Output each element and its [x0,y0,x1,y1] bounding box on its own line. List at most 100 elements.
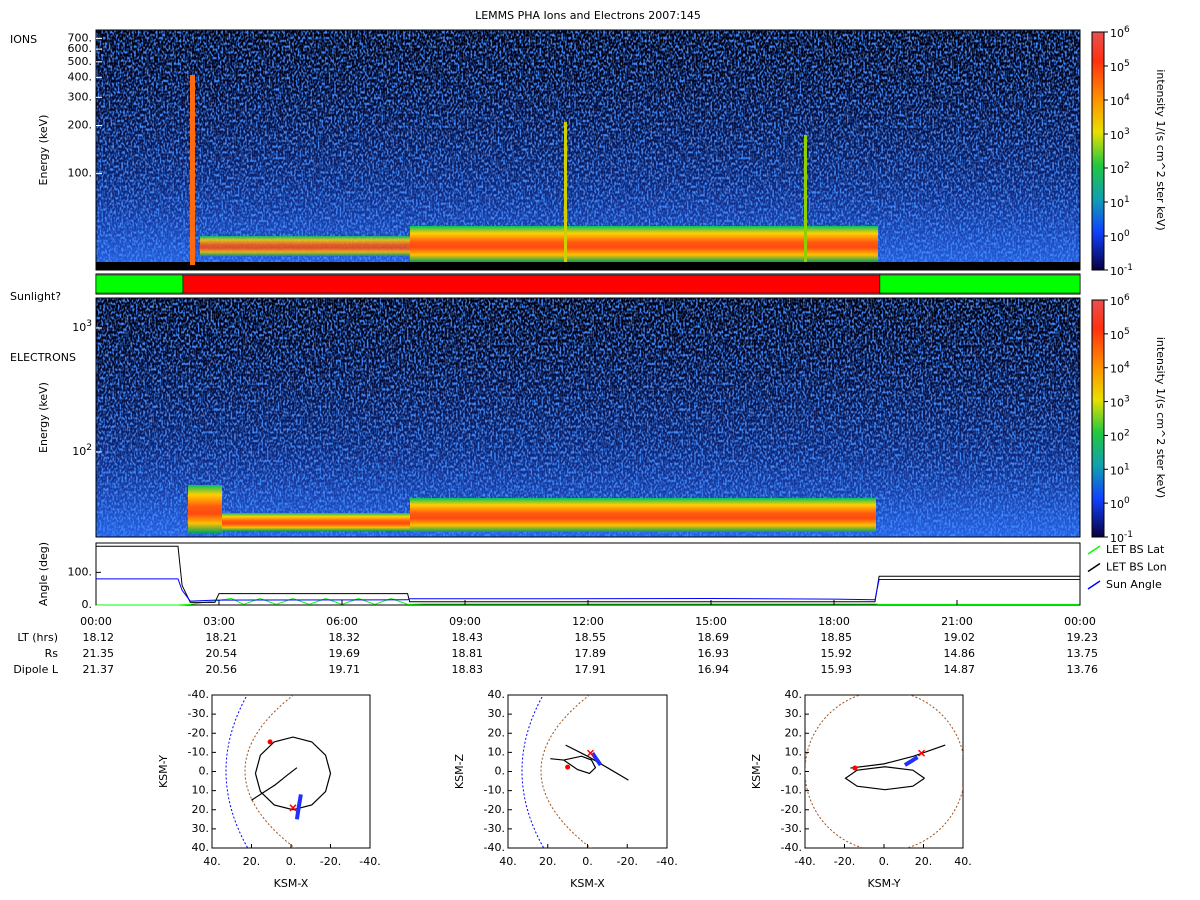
y-tick-label: 10. [192,784,210,797]
row-value: 14.86 [944,647,976,660]
tick-label-base: 10 [1110,532,1124,545]
tick-label: 105 [1110,59,1130,75]
x-tick-label: 0. [879,855,890,868]
row-value: 21.35 [83,647,115,660]
x-tick-label: 15:00 [695,615,727,628]
tick-label-base: 500. [68,55,93,68]
y-tick-label: 30. [192,822,210,835]
x-tick-label: -40. [794,855,815,868]
tick-exponent: 2 [1124,161,1130,171]
y-tick-label: -30. [484,822,505,835]
tick-exponent: 6 [1124,25,1130,35]
tick-label-base: 400. [68,70,93,83]
tick-label-base: 10 [1110,329,1124,342]
electron-spectrogram [96,298,1080,537]
y-tick-label: 0. [82,598,93,611]
tick-label: 300. [68,90,93,103]
y-tick-label: 20. [785,726,803,739]
row-value: 20.56 [206,663,238,676]
y-tick-label: 20. [488,726,506,739]
electron-frame [95,297,1081,538]
colorbar [1091,299,1105,538]
colorbar [1091,31,1105,271]
trajectory-highlight [294,794,303,820]
start-point [267,739,273,745]
panel-label: Sunlight? [10,290,61,303]
y-tick-label: -20. [188,726,209,739]
tick-label: 200. [68,118,93,131]
y-axis-label: KSM-Y [157,755,170,788]
legend-label: LET BS Lon [1106,561,1167,574]
x-tick-label: -20. [834,855,855,868]
colorbar-label: intensity 1/(s cm^2 ster keV) [1154,69,1167,230]
tick-label-base: 10 [1110,295,1124,308]
y-axis-label: Energy (keV) [37,382,50,453]
tick-exponent: 5 [1124,59,1130,69]
x-tick-label: 40. [954,855,972,868]
row-value: 14.87 [944,663,976,676]
y-tick-label: 30. [785,707,803,720]
legend-swatch [1087,562,1101,573]
tick-label-base: 10 [1110,95,1124,108]
y-tick-label: -40. [484,841,505,854]
end-point [289,804,297,812]
x-tick-label: 20. [539,855,557,868]
x-tick-label: 0. [286,855,297,868]
y-tick-label: 40. [488,688,506,701]
y-axis-label: KSM-Z [453,753,466,789]
tick-label-base: 10 [1110,397,1124,410]
row-value: 16.94 [698,663,730,676]
x-tick-label: 09:00 [449,615,481,628]
y-tick-label: 0. [792,765,803,778]
trajectory [251,736,332,811]
y-tick-label: 0. [495,765,506,778]
y-tick-label: -30. [781,822,802,835]
angle-frame [95,542,1081,606]
y-tick-label: 30. [488,707,506,720]
tick-label: 10-1 [1110,530,1133,546]
y-tick-label: -10. [484,784,505,797]
x-tick-label: 00:00 [80,615,112,628]
trajectory [550,744,629,781]
angle-line [96,545,1080,603]
row-value: 13.76 [1067,663,1099,676]
tick-label-base: 100. [68,167,93,180]
tick-label: 104 [1110,93,1130,109]
x-tick-label: 18:00 [818,615,850,628]
x-tick-label: 40. [499,855,517,868]
tick-label: 600. [68,42,93,55]
y-tick-label: 10. [785,745,803,758]
y-tick-label: 0. [199,765,210,778]
x-axis-label: KSM-Y [867,877,900,890]
y-tick-label: -10. [188,745,209,758]
legend-swatch [1087,580,1101,590]
tick-exponent: -1 [1124,530,1133,540]
end-point [917,749,926,757]
tick-label-base: 10 [1110,430,1124,443]
y-tick-label: 40. [192,841,210,854]
row-value: 19.69 [329,647,361,660]
x-tick-label: 00:00 [1064,615,1096,628]
tick-label-base: 10 [1110,27,1124,40]
trajectory-highlight [590,752,603,767]
tick-label-base: 10 [1110,363,1124,376]
row-value: 18.85 [821,631,853,644]
tick-label: 400. [68,70,93,83]
row-value: 15.93 [821,663,853,676]
tick-label-base: 10 [1110,231,1124,244]
panel-label: ELECTRONS [10,351,76,364]
sunlight-segment [879,274,1081,294]
tick-exponent: 1 [1124,195,1130,205]
row-value: 15.92 [821,647,853,660]
tick-label: 102 [72,442,92,458]
tick-label-base: 10 [72,321,86,334]
row-value: 17.91 [575,663,607,676]
tick-label: 102 [1110,428,1130,444]
tick-label: 105 [1110,326,1130,342]
tick-label-base: 10 [1110,265,1124,278]
start-point [565,764,571,770]
tick-label-base: 10 [1110,129,1124,142]
tick-label-base: 10 [1110,197,1124,210]
tick-label: 106 [1110,293,1130,309]
tick-exponent: 0 [1124,229,1130,239]
